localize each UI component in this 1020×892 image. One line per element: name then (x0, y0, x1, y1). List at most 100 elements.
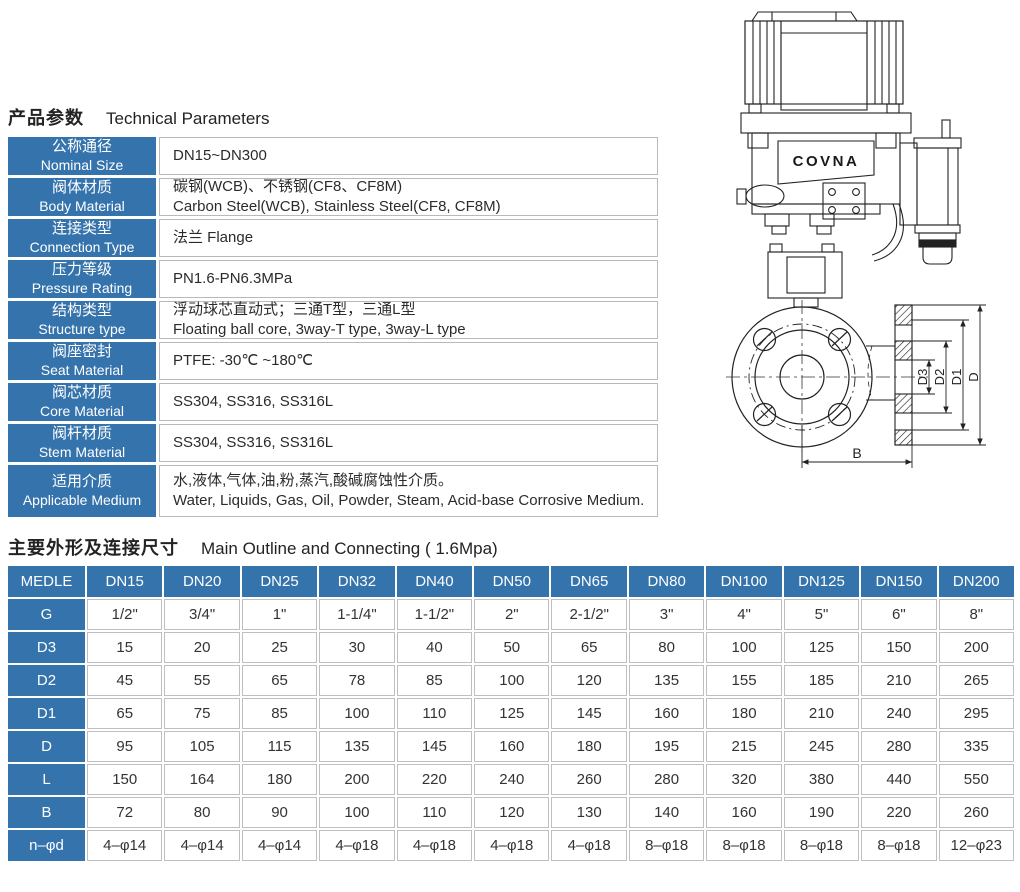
dims-value-cell: 190 (783, 797, 860, 828)
dims-value-cell: 45 (87, 665, 163, 696)
dims-value-cell: 110 (396, 698, 473, 729)
dims-column-header: DN32 (319, 566, 395, 597)
param-value-line: 水,液体,气体,油,粉,蒸汽,酸碱腐蚀性介质。 (173, 472, 454, 490)
dims-value-cell: 1-1/4" (319, 599, 395, 630)
dims-corner-cell: MEDLE (8, 566, 85, 597)
dims-value-cell: 200 (319, 764, 395, 795)
param-value-line: DN15~DN300 (173, 147, 267, 165)
dims-value-cell: 265 (938, 665, 1014, 696)
dims-value-cell: 210 (861, 665, 937, 696)
param-label-zh: 压力等级 (51, 260, 112, 278)
dims-value-cell: 80 (628, 632, 705, 663)
section2-title-zh: 主要外形及连接尺寸 (8, 538, 179, 558)
param-label-zh: 阀杆材质 (51, 424, 112, 442)
param-value-cell: 碳钢(WCB)、不锈钢(CF8、CF8M) Carbon Steel(WCB), … (159, 178, 658, 216)
param-label-zh: 连接类型 (51, 219, 112, 237)
dims-column-header: DN150 (861, 566, 937, 597)
param-value-line: SS304, SS316, SS316L (173, 434, 334, 452)
dims-value-cell: 380 (783, 764, 860, 795)
actuator-drawing (736, 11, 962, 308)
dimension-annotations (801, 304, 986, 468)
dims-value-cell: 320 (706, 764, 782, 795)
dims-value-cell: 6" (861, 599, 937, 630)
param-label-cell: 压力等级 Pressure Rating (8, 260, 156, 298)
dims-value-cell: 78 (319, 665, 395, 696)
param-value-line: Floating ball core, 3way-T type, 3way-L … (173, 321, 466, 338)
dims-value-cell: 135 (319, 731, 395, 762)
dims-value-cell: 125 (474, 698, 550, 729)
dims-value-cell: 115 (241, 731, 318, 762)
param-label-cell: 公称通径 Nominal Size (8, 137, 156, 175)
param-label-zh: 结构类型 (51, 301, 112, 319)
section1-title-en: Technical Parameters (106, 109, 270, 128)
dims-value-cell: 100 (319, 698, 395, 729)
param-label-zh: 适用介质 (51, 472, 112, 490)
param-value-cell: 浮动球芯直动式；三通T型，三通L型 Floating ball core, 3wa… (159, 301, 658, 339)
dims-value-cell: 240 (474, 764, 550, 795)
param-label-en: Connection Type (29, 238, 135, 255)
param-label-zh: 阀座密封 (51, 342, 112, 360)
valve-technical-drawing: COVNA (726, 11, 986, 468)
param-value-line: 碳钢(WCB)、不锈钢(CF8、CF8M) (173, 178, 403, 196)
param-label-en: Structure type (38, 320, 126, 337)
dims-value-cell: 4" (706, 599, 782, 630)
dims-value-cell: 2-1/2" (551, 599, 627, 630)
param-label-cell: 阀座密封 Seat Material (8, 342, 156, 380)
dims-value-cell: 210 (783, 698, 860, 729)
dims-value-cell: 200 (938, 632, 1014, 663)
dims-column-header: DN20 (164, 566, 240, 597)
dims-column-header: DN125 (783, 566, 860, 597)
dims-value-cell: 3" (628, 599, 705, 630)
dims-column-header: DN65 (551, 566, 627, 597)
param-value-line: PN1.6-PN6.3MPa (173, 270, 293, 288)
dim-label-d3: D3 (915, 369, 930, 386)
dims-value-cell: 280 (861, 731, 937, 762)
param-value-line: Water, Liquids, Gas, Oil, Powder, Steam,… (173, 492, 645, 509)
dims-value-cell: 65 (551, 632, 627, 663)
dims-value-cell: 40 (396, 632, 473, 663)
dims-value-cell: 130 (551, 797, 627, 828)
dims-value-cell: 80 (164, 797, 240, 828)
dims-value-cell: 145 (551, 698, 627, 729)
param-value-cell: PTFE: -30℃ ~180℃ (159, 342, 658, 380)
dims-value-cell: 8–φ18 (861, 830, 937, 861)
param-value-line: SS304, SS316, SS316L (173, 393, 334, 411)
dims-value-cell: 65 (241, 665, 318, 696)
dims-value-cell: 85 (396, 665, 473, 696)
param-value-line: Carbon Steel(WCB), Stainless Steel(CF8, … (173, 198, 501, 215)
dims-value-cell: 180 (241, 764, 318, 795)
param-label-zh: 公称通径 (51, 137, 112, 155)
param-value-cell: SS304, SS316, SS316L (159, 424, 658, 462)
param-label-zh: 阀芯材质 (51, 383, 112, 401)
dims-value-cell: 280 (628, 764, 705, 795)
dims-row-header: L (8, 764, 85, 795)
dims-value-cell: 4–φ18 (474, 830, 550, 861)
dims-value-cell: 135 (628, 665, 705, 696)
covna-logo-text: COVNA (793, 153, 860, 170)
param-label-cell: 适用介质 Applicable Medium (8, 465, 156, 517)
dims-value-cell: 50 (474, 632, 550, 663)
dims-value-cell: 20 (164, 632, 240, 663)
dims-value-cell: 160 (628, 698, 705, 729)
section1-title-zh: 产品参数 (8, 108, 84, 128)
dims-column-header: DN50 (474, 566, 550, 597)
dims-value-cell: 160 (474, 731, 550, 762)
dims-value-cell: 55 (164, 665, 240, 696)
dims-value-cell: 4–φ14 (164, 830, 240, 861)
param-label-cell: 结构类型 Structure type (8, 301, 156, 339)
param-label-cell: 阀芯材质 Core Material (8, 383, 156, 421)
section2-title-en: Main Outline and Connecting ( 1.6Mpa) (201, 539, 498, 558)
dims-value-cell: 120 (551, 665, 627, 696)
dims-row-header: D (8, 731, 85, 762)
param-value-cell: DN15~DN300 (159, 137, 658, 175)
dims-column-header: DN80 (628, 566, 705, 597)
dims-value-cell: 245 (783, 731, 860, 762)
dims-value-cell: 260 (938, 797, 1014, 828)
dimensions-table: MEDLE DN15 DN20 DN25 DN32 DN40 DN50 DN65 DN80 DN1… (8, 566, 1014, 861)
dims-value-cell: 85 (241, 698, 318, 729)
dims-value-cell: 195 (628, 731, 705, 762)
dims-value-cell: 8" (938, 599, 1014, 630)
dims-value-cell: 1" (241, 599, 318, 630)
param-label-en: Seat Material (40, 361, 124, 378)
